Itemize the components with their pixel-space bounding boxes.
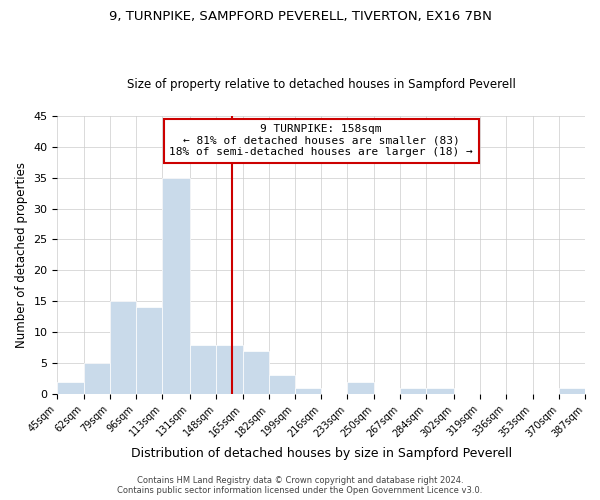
Text: Contains HM Land Registry data © Crown copyright and database right 2024.
Contai: Contains HM Land Registry data © Crown c… bbox=[118, 476, 482, 495]
Title: Size of property relative to detached houses in Sampford Peverell: Size of property relative to detached ho… bbox=[127, 78, 515, 91]
X-axis label: Distribution of detached houses by size in Sampford Peverell: Distribution of detached houses by size … bbox=[131, 447, 512, 460]
Bar bbox=[58, 382, 83, 394]
Bar bbox=[269, 376, 295, 394]
Bar bbox=[347, 382, 374, 394]
Bar bbox=[242, 350, 269, 394]
Bar bbox=[163, 178, 190, 394]
Text: 9, TURNPIKE, SAMPFORD PEVERELL, TIVERTON, EX16 7BN: 9, TURNPIKE, SAMPFORD PEVERELL, TIVERTON… bbox=[109, 10, 491, 23]
Bar bbox=[426, 388, 454, 394]
Bar bbox=[136, 308, 163, 394]
Y-axis label: Number of detached properties: Number of detached properties bbox=[15, 162, 28, 348]
Bar bbox=[295, 388, 321, 394]
Bar bbox=[110, 302, 136, 394]
Bar bbox=[83, 363, 110, 394]
Bar bbox=[216, 344, 242, 394]
Bar bbox=[559, 388, 585, 394]
Bar bbox=[190, 344, 216, 394]
Bar bbox=[400, 388, 426, 394]
Text: 9 TURNPIKE: 158sqm
← 81% of detached houses are smaller (83)
18% of semi-detache: 9 TURNPIKE: 158sqm ← 81% of detached hou… bbox=[169, 124, 473, 158]
